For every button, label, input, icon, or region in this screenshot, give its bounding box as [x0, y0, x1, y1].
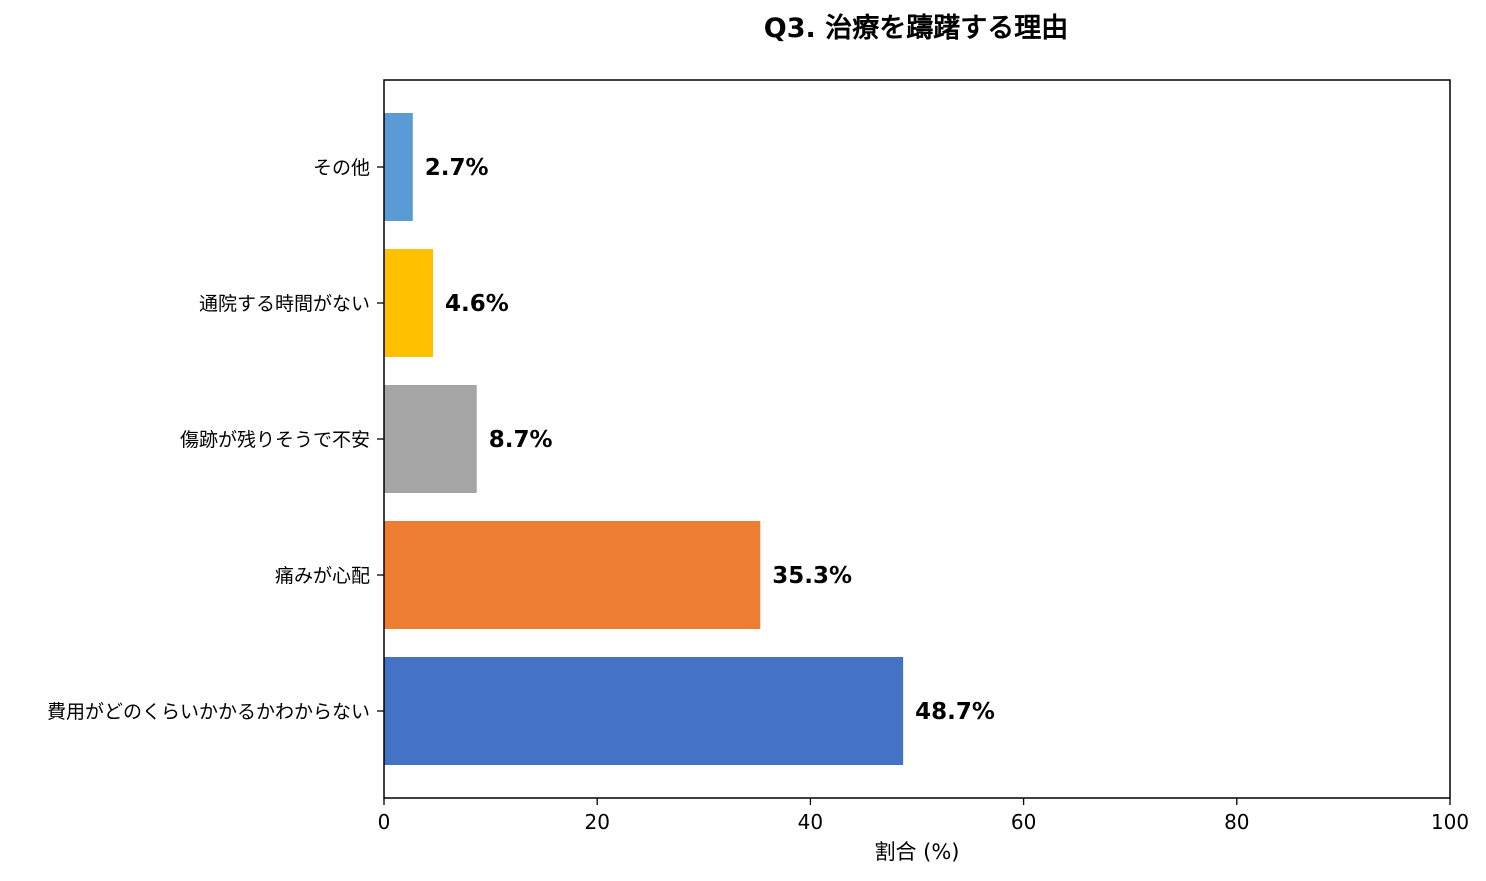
x-axis: 0 20 40 60 80 100	[378, 798, 1469, 834]
data-label: 48.7%	[915, 699, 995, 725]
bar	[384, 521, 761, 629]
data-label: 4.6%	[445, 291, 509, 317]
data-label: 8.7%	[489, 427, 553, 453]
x-tick-label: 0	[378, 810, 391, 834]
x-tick-label: 60	[1011, 810, 1036, 834]
bar	[384, 249, 434, 357]
x-axis-label: 割合 (%)	[874, 840, 959, 864]
y-tick-label: 費用がどのくらいかかるかわからない	[47, 701, 370, 723]
x-tick-label: 100	[1431, 810, 1469, 834]
y-tick-label: 痛みが心配	[275, 565, 370, 587]
bar	[384, 113, 413, 221]
chart-title: Q3. 治療を躊躇する理由	[764, 13, 1068, 44]
bars-group: 48.7% 35.3% 8.7% 4.6% 2.7%	[384, 113, 995, 765]
y-tick-label: 傷跡が残りそうで不安	[180, 429, 370, 451]
x-tick-label: 20	[584, 810, 609, 834]
x-tick-label: 80	[1224, 810, 1249, 834]
bar	[384, 385, 477, 493]
y-tick-label: その他	[313, 157, 370, 179]
data-label: 2.7%	[425, 155, 489, 181]
y-tick-label: 通院する時間がない	[199, 293, 370, 315]
x-tick-label: 40	[798, 810, 823, 834]
data-label: 35.3%	[772, 563, 852, 589]
y-axis: 費用がどのくらいかかるかわからない 痛みが心配 傷跡が残りそうで不安 通院する時間がな…	[47, 157, 384, 723]
bar	[384, 657, 904, 765]
